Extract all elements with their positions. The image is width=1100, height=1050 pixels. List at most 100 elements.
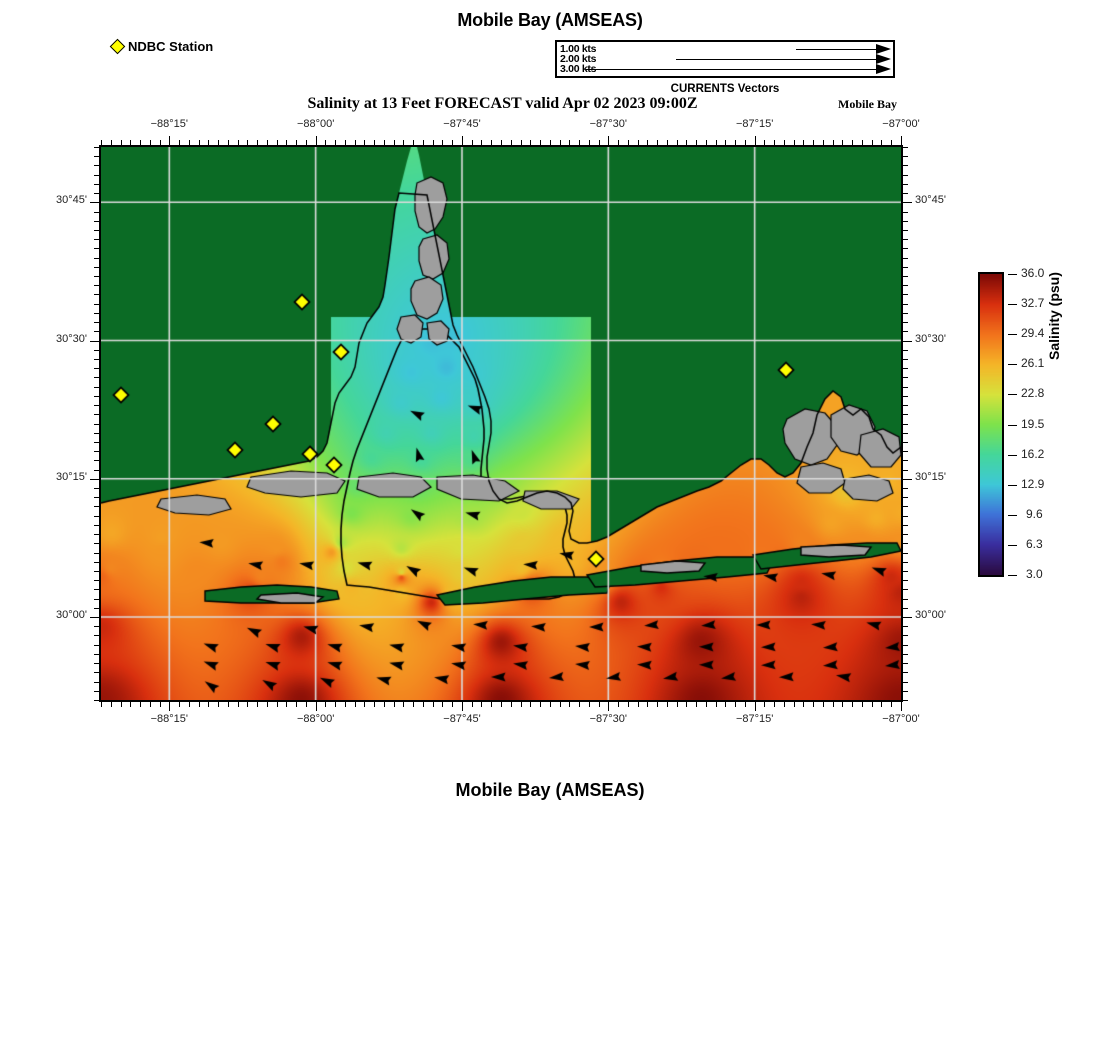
x-axis-tick <box>549 140 551 145</box>
x-axis-tick <box>120 702 122 707</box>
x-axis-tick <box>169 702 171 711</box>
y-axis-tick <box>903 690 908 692</box>
x-axis-tick <box>247 140 249 145</box>
x-axis-tick <box>783 702 785 707</box>
x-axis-tick <box>530 702 532 707</box>
y-axis-tick <box>903 156 908 158</box>
colorbar-axis-label: Salinity (psu) <box>1046 272 1062 360</box>
y-axis-tick <box>94 451 99 453</box>
y-axis-tick <box>94 165 99 167</box>
x-axis-tick <box>579 702 581 707</box>
y-axis-tick <box>903 469 908 471</box>
x-axis-tick <box>208 702 210 707</box>
y-axis-tick <box>903 174 908 176</box>
x-axis-tick <box>637 140 639 145</box>
x-axis-tick <box>764 702 766 707</box>
y-axis-label: 30°45' <box>56 194 87 207</box>
colorbar-tick <box>1008 484 1017 486</box>
x-axis-label: −88°00' <box>296 118 335 130</box>
y-axis-tick <box>94 441 99 443</box>
y-axis-tick <box>94 211 99 213</box>
x-axis-label: −88°00' <box>296 713 335 725</box>
y-axis-tick <box>90 478 99 480</box>
x-axis-tick <box>666 702 668 707</box>
x-axis-tick <box>871 140 873 145</box>
vector-shaft-3 <box>586 69 876 70</box>
x-axis-tick <box>159 140 161 145</box>
x-axis-tick <box>657 140 659 145</box>
x-axis-tick <box>266 140 268 145</box>
vector-scale-label-2: 2.00 kts <box>560 53 597 65</box>
vector-scale-row-2: 2.00 kts <box>557 53 893 65</box>
x-axis-tick <box>627 702 629 707</box>
x-axis-tick <box>276 702 278 707</box>
y-axis-tick <box>94 239 99 241</box>
y-axis-tick <box>94 248 99 250</box>
x-axis-tick <box>315 136 317 145</box>
x-axis-tick <box>169 136 171 145</box>
y-axis-tick <box>903 405 908 407</box>
salinity-map[interactable] <box>99 145 903 702</box>
y-axis-tick <box>903 672 908 674</box>
x-axis-label: −87°30' <box>589 118 628 130</box>
page-title: Mobile Bay (AMSEAS) <box>457 10 643 30</box>
y-axis-tick <box>903 561 908 563</box>
x-axis-label: −87°45' <box>443 713 481 725</box>
y-axis-tick <box>94 294 99 296</box>
y-axis-tick <box>903 488 908 490</box>
y-axis-tick <box>903 589 908 591</box>
x-axis-tick <box>520 140 522 145</box>
x-axis-tick <box>861 140 863 145</box>
x-axis-label: −88°15' <box>150 713 188 725</box>
y-axis-tick <box>903 165 908 167</box>
vector-arrowhead-1 <box>876 44 891 54</box>
x-axis-tick <box>188 702 190 707</box>
colorbar-tick-label: 9.6 <box>1026 506 1043 521</box>
x-axis-tick <box>608 136 610 145</box>
x-axis-tick <box>227 140 229 145</box>
x-axis-tick <box>705 702 707 707</box>
x-axis-tick <box>744 702 746 707</box>
y-axis-tick <box>94 193 99 195</box>
x-axis-tick <box>530 140 532 145</box>
x-axis-tick <box>793 702 795 707</box>
x-axis-tick <box>344 140 346 145</box>
subtitle: Salinity at 13 Feet FORECAST valid Apr 0… <box>307 95 698 112</box>
y-axis-tick <box>90 340 99 342</box>
y-axis-tick <box>94 570 99 572</box>
x-axis-tick <box>881 702 883 707</box>
y-axis-tick <box>903 663 908 665</box>
x-axis-tick <box>325 140 327 145</box>
x-axis-tick <box>237 140 239 145</box>
y-axis-tick <box>903 358 908 360</box>
x-axis-tick <box>101 140 102 145</box>
y-axis-tick <box>903 570 908 572</box>
x-axis-tick <box>696 140 698 145</box>
x-axis-tick <box>676 140 678 145</box>
x-axis-tick <box>354 140 356 145</box>
y-axis-tick <box>903 441 908 443</box>
salinity-field-canvas <box>101 147 901 700</box>
x-axis-tick <box>198 702 200 707</box>
y-axis-tick <box>94 174 99 176</box>
currents-vector-legend: 1.00 kts 2.00 kts 3.00 kts <box>555 40 895 78</box>
colorbar-tick-label: 3.0 <box>1026 567 1043 581</box>
x-axis-tick <box>793 140 795 145</box>
ndbc-station-legend: NDBC Station <box>109 36 213 56</box>
y-axis-tick <box>903 644 908 646</box>
x-axis-tick <box>637 702 639 707</box>
region-label: Mobile Bay <box>838 97 897 111</box>
x-axis-tick <box>179 140 181 145</box>
y-axis-tick <box>903 432 908 434</box>
y-axis-tick <box>903 193 908 195</box>
x-axis-tick <box>374 702 376 707</box>
x-axis-tick <box>335 140 337 145</box>
y-axis-tick <box>903 340 912 342</box>
y-axis-tick <box>903 451 908 453</box>
x-axis-tick <box>354 702 356 707</box>
x-axis-tick <box>608 702 610 711</box>
x-axis-tick <box>442 140 444 145</box>
colorbar-tick-label: 36.0 <box>1021 266 1045 280</box>
x-axis-tick <box>725 140 727 145</box>
y-axis-tick <box>903 377 908 379</box>
